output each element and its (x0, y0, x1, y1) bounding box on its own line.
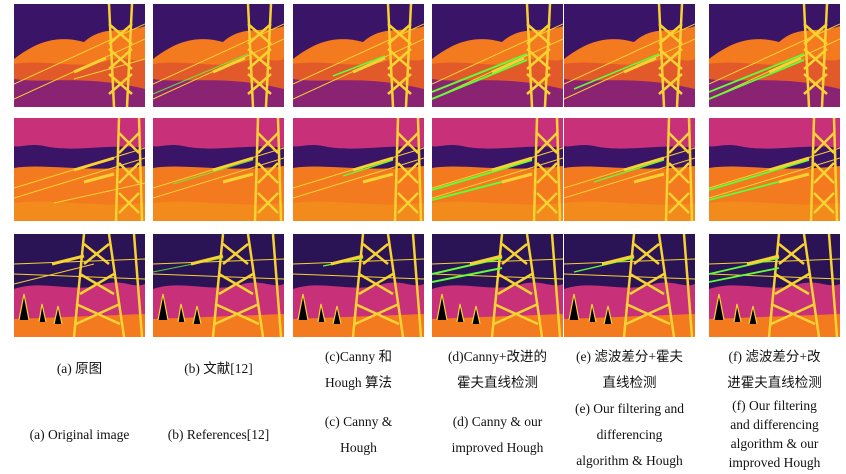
thumb-a-row1 (14, 4, 145, 107)
caption-en-f: (f) Our filtering and differencing algor… (705, 396, 844, 472)
caption-line: (f) Our filtering (732, 398, 817, 413)
thumb-e-row1 (564, 4, 695, 107)
thermal-image (14, 234, 145, 337)
thermal-image (709, 234, 840, 337)
caption-line: (e) Our filtering and (574, 401, 685, 416)
thumb-c-row1 (293, 4, 424, 107)
caption-en-a: (a) Original image (6, 422, 153, 448)
thermal-image (14, 118, 145, 221)
caption-line: (d) Canny & our (452, 414, 543, 429)
caption-cn-d: (d)Canny+改进的 霍夫直线检测 (428, 344, 567, 396)
thermal-image (153, 234, 284, 337)
thermal-image (432, 4, 563, 107)
caption-line: (b) 文献[12] (184, 361, 253, 376)
caption-cn-f: (f) 滤波差分+改 进霍夫直线检测 (705, 344, 844, 396)
thermal-image (14, 4, 145, 107)
caption-cn-e: (e) 滤波差分+霍夫 直线检测 (560, 344, 699, 396)
caption-line: (e) 滤波差分+霍夫 (576, 349, 683, 364)
caption-line: (f) 滤波差分+改 (728, 349, 821, 364)
caption-line: Hough (340, 440, 377, 455)
caption-line: (c)Canny 和 (324, 349, 393, 364)
caption-line: algorithm & Hough (576, 453, 683, 468)
caption-line: (a) 原图 (56, 361, 103, 376)
thermal-image (564, 234, 695, 337)
thermal-image (709, 118, 840, 221)
caption-line: (d)Canny+改进的 (447, 349, 548, 364)
caption-line: (a) Original image (29, 427, 130, 442)
thumb-f-row1 (709, 4, 840, 107)
thumb-d-row2 (432, 118, 563, 221)
thumb-a-row3 (14, 234, 145, 337)
caption-line: algorithm & our (730, 436, 819, 451)
thumb-c-row2 (293, 118, 424, 221)
thumb-a-row2 (14, 118, 145, 221)
thumb-b-row2 (153, 118, 284, 221)
caption-line: improved Hough (728, 455, 821, 470)
caption-cn-a: (a) 原图 (14, 356, 145, 382)
thermal-image (293, 234, 424, 337)
caption-line: (b) References[12] (167, 427, 270, 442)
thumb-b-row3 (153, 234, 284, 337)
thermal-image (153, 4, 284, 107)
caption-en-d: (d) Canny & our improved Hough (425, 409, 570, 461)
thumb-b-row1 (153, 4, 284, 107)
caption-en-e: (e) Our filtering and differencing algor… (556, 396, 703, 474)
caption-line: improved Hough (451, 440, 544, 455)
caption-line: 霍夫直线检测 (457, 375, 538, 390)
thermal-image (564, 4, 695, 107)
caption-line: Hough 算法 (324, 375, 393, 390)
caption-line: differencing (596, 427, 663, 442)
caption-cn-c: (c)Canny 和 Hough 算法 (293, 344, 424, 396)
caption-line: 直线检测 (602, 375, 657, 390)
thermal-image (293, 4, 424, 107)
caption-en-b: (b) References[12] (146, 422, 291, 448)
thumb-e-row2 (564, 118, 695, 221)
caption-en-c: (c) Canny & Hough (293, 409, 424, 461)
thumb-c-row3 (293, 234, 424, 337)
thermal-image (432, 234, 563, 337)
thumb-e-row3 (564, 234, 695, 337)
thumb-d-row3 (432, 234, 563, 337)
thumb-f-row3 (709, 234, 840, 337)
thermal-image (432, 118, 563, 221)
caption-cn-b: (b) 文献[12] (153, 356, 284, 382)
thumb-f-row2 (709, 118, 840, 221)
caption-line: and differencing (730, 417, 819, 432)
thermal-image (153, 118, 284, 221)
caption-line: (c) Canny & (324, 414, 393, 429)
caption-line: 进霍夫直线检测 (727, 375, 822, 390)
thermal-image (564, 118, 695, 221)
thermal-image (293, 118, 424, 221)
thumb-d-row1 (432, 4, 563, 107)
thermal-image (709, 4, 840, 107)
